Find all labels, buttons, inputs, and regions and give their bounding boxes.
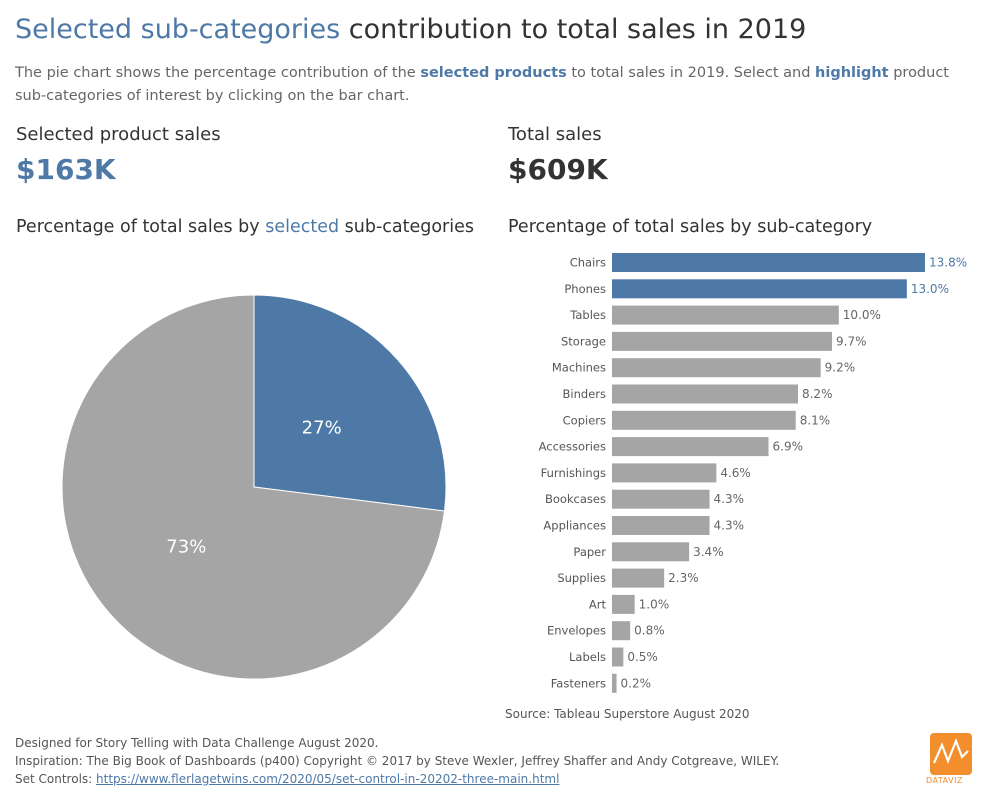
subtitle-highlight-highlight: highlight xyxy=(815,65,889,81)
bar-category-label: Phones xyxy=(564,282,606,296)
bar-furnishings[interactable] xyxy=(612,463,717,483)
bar-category-label: Chairs xyxy=(570,256,606,270)
bar-category-label: Tables xyxy=(569,308,606,322)
pie-chart-title: Percentage of total sales by selected su… xyxy=(16,217,474,237)
footer-line-1: Designed for Story Telling with Data Cha… xyxy=(15,736,379,750)
bar-labels[interactable] xyxy=(612,647,624,667)
bar-chart: Chairs 13.8% Phones 13.0% Tables 10.0% Storage… xyxy=(539,253,967,693)
pie-slice-other[interactable] xyxy=(61,294,446,680)
pie-title-part-2: sub-categories xyxy=(339,217,475,237)
subtitle-part-1: The pie chart shows the percentage contr… xyxy=(15,65,421,81)
selected-sales-label: Selected product sales xyxy=(16,124,221,145)
bar-art[interactable] xyxy=(612,594,635,614)
bar-value-label: 6.9% xyxy=(773,440,804,454)
bar-category-label: Paper xyxy=(573,545,606,559)
bar-category-label: Binders xyxy=(563,387,606,401)
bar-category-label: Furnishings xyxy=(541,466,606,480)
bar-category-label: Fasteners xyxy=(551,676,606,690)
bar-value-label: 2.3% xyxy=(668,571,699,585)
bar-copiers[interactable] xyxy=(612,410,796,430)
bar-category-label: Supplies xyxy=(557,571,606,585)
set-controls-label: Set Controls: xyxy=(15,772,97,786)
footer-line-2: Inspiration: The Big Book of Dashboards … xyxy=(15,754,780,768)
pie-slice-selected[interactable] xyxy=(253,294,447,512)
bar-value-label: 10.0% xyxy=(843,308,881,322)
bar-binders[interactable] xyxy=(612,384,798,404)
dataviz-logo xyxy=(930,733,972,775)
source-note: Source: Tableau Superstore August 2020 xyxy=(505,707,750,721)
bar-category-label: Storage xyxy=(561,334,606,348)
set-controls-link[interactable]: https://www.flerlagetwins.com/2020/05/se… xyxy=(96,772,560,786)
bar-fasteners[interactable] xyxy=(612,673,617,693)
subtitle-part-2: to total sales in 2019. Select and xyxy=(566,65,816,81)
logo-text: DATAVIZ xyxy=(926,776,963,785)
bar-category-label: Envelopes xyxy=(547,624,606,638)
bar-value-label: 13.0% xyxy=(911,282,949,296)
bar-value-label: 4.3% xyxy=(714,519,745,533)
bar-accessories[interactable] xyxy=(612,437,769,457)
pie-slice-label: 73% xyxy=(166,537,206,558)
bar-paper[interactable] xyxy=(612,542,690,562)
pie-slice-label: 27% xyxy=(302,417,342,438)
bar-value-label: 0.8% xyxy=(634,624,665,638)
bar-value-label: 4.3% xyxy=(714,492,745,506)
bar-value-label: 13.8% xyxy=(929,256,967,270)
bar-phones[interactable] xyxy=(612,279,907,299)
bar-category-label: Machines xyxy=(552,361,606,375)
bar-value-label: 3.4% xyxy=(693,545,724,559)
subtitle-highlight-selected: selected products xyxy=(420,65,567,81)
bar-category-label: Accessories xyxy=(539,440,606,454)
bar-supplies[interactable] xyxy=(612,568,665,588)
bar-category-label: Bookcases xyxy=(545,492,606,506)
bar-chairs[interactable] xyxy=(612,253,925,272)
bar-value-label: 9.2% xyxy=(825,361,856,375)
bar-value-label: 1.0% xyxy=(639,597,670,611)
subtitle-part-3: product sub-categories of interest by cl… xyxy=(15,65,949,104)
bar-value-label: 0.2% xyxy=(621,676,652,690)
title-accent: Selected sub-categories xyxy=(15,14,341,45)
footer-line-3: Set Controls: https://www.flerlagetwins.… xyxy=(15,772,559,786)
pie-title-highlight: selected xyxy=(265,217,340,237)
pie-chart: 27% 73% xyxy=(61,294,447,680)
bar-value-label: 4.6% xyxy=(720,466,751,480)
bar-bookcases[interactable] xyxy=(612,489,710,509)
total-sales-label: Total sales xyxy=(508,124,602,145)
bar-chart-title: Percentage of total sales by sub-categor… xyxy=(508,217,873,237)
bar-category-label: Art xyxy=(589,597,607,611)
line-chart-icon xyxy=(932,737,969,765)
bar-appliances[interactable] xyxy=(612,516,710,535)
selected-sales-value: $163K xyxy=(16,153,116,186)
title-rest: contribution to total sales in 2019 xyxy=(340,14,807,45)
bar-storage[interactable] xyxy=(612,331,833,351)
bar-value-label: 8.1% xyxy=(800,413,831,427)
bar-category-label: Labels xyxy=(569,650,606,664)
pie-title-part-1: Percentage of total sales by xyxy=(16,217,266,237)
bar-machines[interactable] xyxy=(612,358,821,378)
dashboard-title: Selected sub-categories contribution to … xyxy=(15,14,806,45)
dashboard-subtitle: The pie chart shows the percentage contr… xyxy=(15,62,975,108)
bar-tables[interactable] xyxy=(612,305,839,325)
bar-value-label: 0.5% xyxy=(627,650,658,664)
bar-category-label: Copiers xyxy=(563,413,606,427)
total-sales-value: $609K xyxy=(508,153,608,186)
bar-envelopes[interactable] xyxy=(612,621,631,641)
bar-category-label: Appliances xyxy=(543,519,606,533)
bar-value-label: 9.7% xyxy=(836,334,867,348)
bar-value-label: 8.2% xyxy=(802,387,833,401)
